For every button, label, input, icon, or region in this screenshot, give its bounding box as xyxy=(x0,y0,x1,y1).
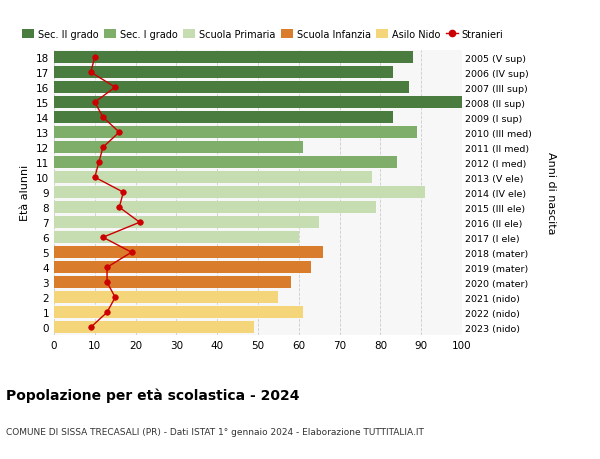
Bar xyxy=(54,172,372,184)
Text: Popolazione per età scolastica - 2024: Popolazione per età scolastica - 2024 xyxy=(6,388,299,403)
Bar xyxy=(54,202,376,213)
Legend: Sec. II grado, Sec. I grado, Scuola Primaria, Scuola Infanzia, Asilo Nido, Stran: Sec. II grado, Sec. I grado, Scuola Prim… xyxy=(22,30,503,40)
Bar xyxy=(54,322,254,333)
Bar xyxy=(54,277,290,289)
Bar xyxy=(54,232,299,244)
Bar xyxy=(54,262,311,274)
Bar xyxy=(54,217,319,229)
Text: COMUNE DI SISSA TRECASALI (PR) - Dati ISTAT 1° gennaio 2024 - Elaborazione TUTTI: COMUNE DI SISSA TRECASALI (PR) - Dati IS… xyxy=(6,427,424,436)
Bar xyxy=(54,157,397,168)
Bar xyxy=(54,247,323,258)
Bar xyxy=(54,97,462,109)
Bar xyxy=(54,82,409,94)
Bar xyxy=(54,307,303,319)
Bar xyxy=(54,112,392,124)
Bar xyxy=(54,67,392,79)
Y-axis label: Età alunni: Età alunni xyxy=(20,165,31,221)
Bar xyxy=(54,52,413,64)
Bar xyxy=(54,187,425,199)
Bar xyxy=(54,127,417,139)
Bar xyxy=(54,142,303,154)
Y-axis label: Anni di nascita: Anni di nascita xyxy=(545,151,556,234)
Bar xyxy=(54,292,278,303)
